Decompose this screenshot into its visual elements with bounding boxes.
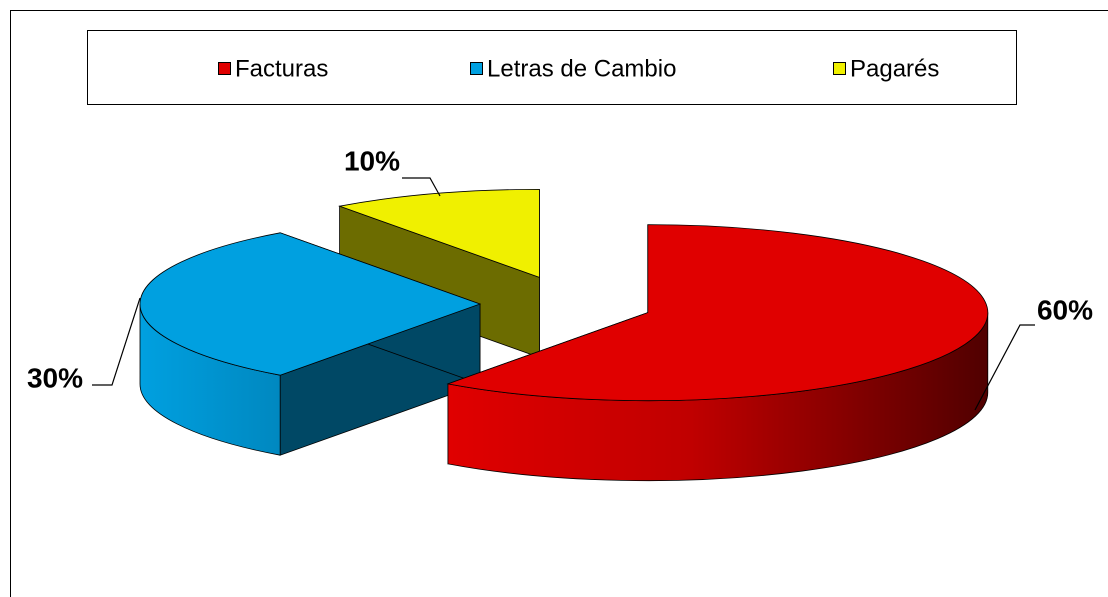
legend-text: Pagarés [850,55,939,82]
legend-box [87,30,1017,105]
leader-line [92,297,141,386]
value-label: 30% [27,362,83,393]
chart-border [10,10,1108,597]
value-label: 60% [1037,294,1093,325]
leader-line [974,324,1035,411]
legend-text: Letras de Cambio [487,55,676,82]
slice-top [338,188,540,278]
legend-text: Facturas [235,55,328,82]
legend-swatch [218,62,231,75]
value-label: 10% [344,145,400,176]
slice-top [139,232,482,376]
leader-line [402,177,441,197]
legend-swatch [470,62,483,75]
legend-swatch [833,62,846,75]
slice-top [446,224,989,402]
